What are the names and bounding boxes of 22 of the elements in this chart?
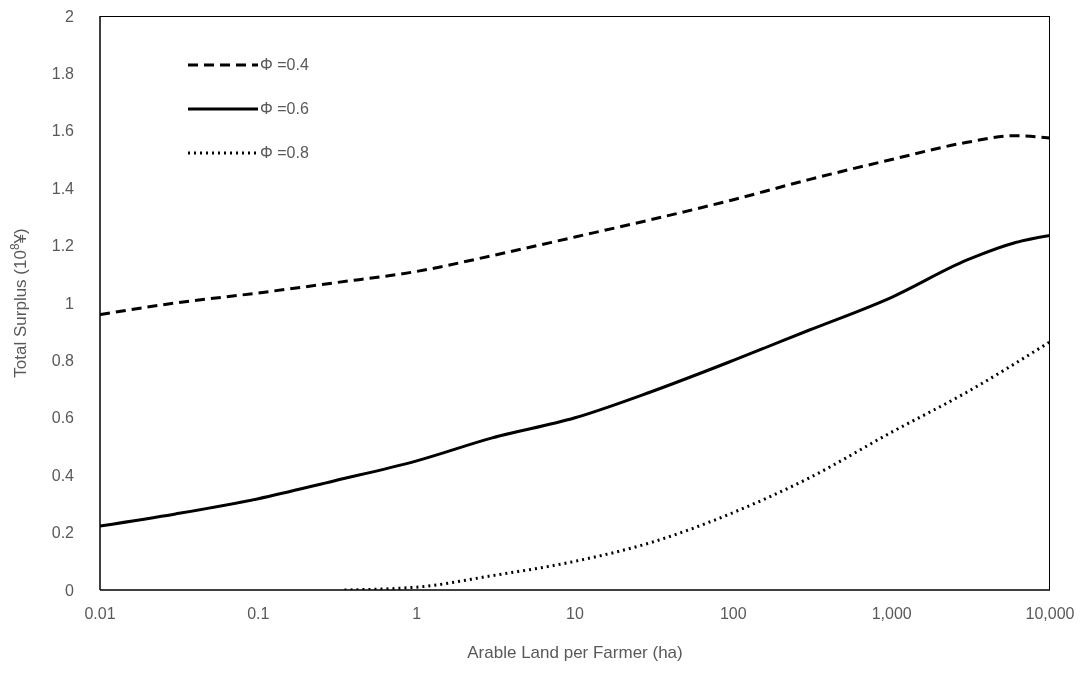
legend-label: Φ =0.6 [260,100,309,118]
x-tick-label: 0.01 [84,605,116,623]
y-tick-label: 0.8 [51,352,75,370]
y-tick-label: 0.6 [51,409,75,427]
y-tick-label: 1.4 [51,179,75,197]
y-tick-label: 0 [65,581,75,599]
y-tick-label: 2 [65,7,75,25]
y-tick-label: 1 [65,294,75,312]
x-axis-title: Arable Land per Farmer (ha) [467,643,683,662]
legend-label: Φ =0.8 [260,144,309,162]
x-tick-label: 0.1 [247,605,270,623]
y-tick-label: 0.2 [51,524,75,542]
x-tick-label: 10,000 [1025,605,1075,623]
x-tick-label: 10 [566,605,584,623]
y-tick-label: 1.2 [51,237,75,255]
x-tick-label: 100 [719,605,747,623]
y-tick-label: 1.6 [51,122,75,140]
y-tick-label: 1.8 [51,65,75,83]
x-tick-label: 1,000 [871,605,912,623]
legend-label: Φ =0.4 [260,56,309,74]
x-tick-label: 1 [412,605,422,623]
y-tick-label: 0.4 [51,466,75,484]
